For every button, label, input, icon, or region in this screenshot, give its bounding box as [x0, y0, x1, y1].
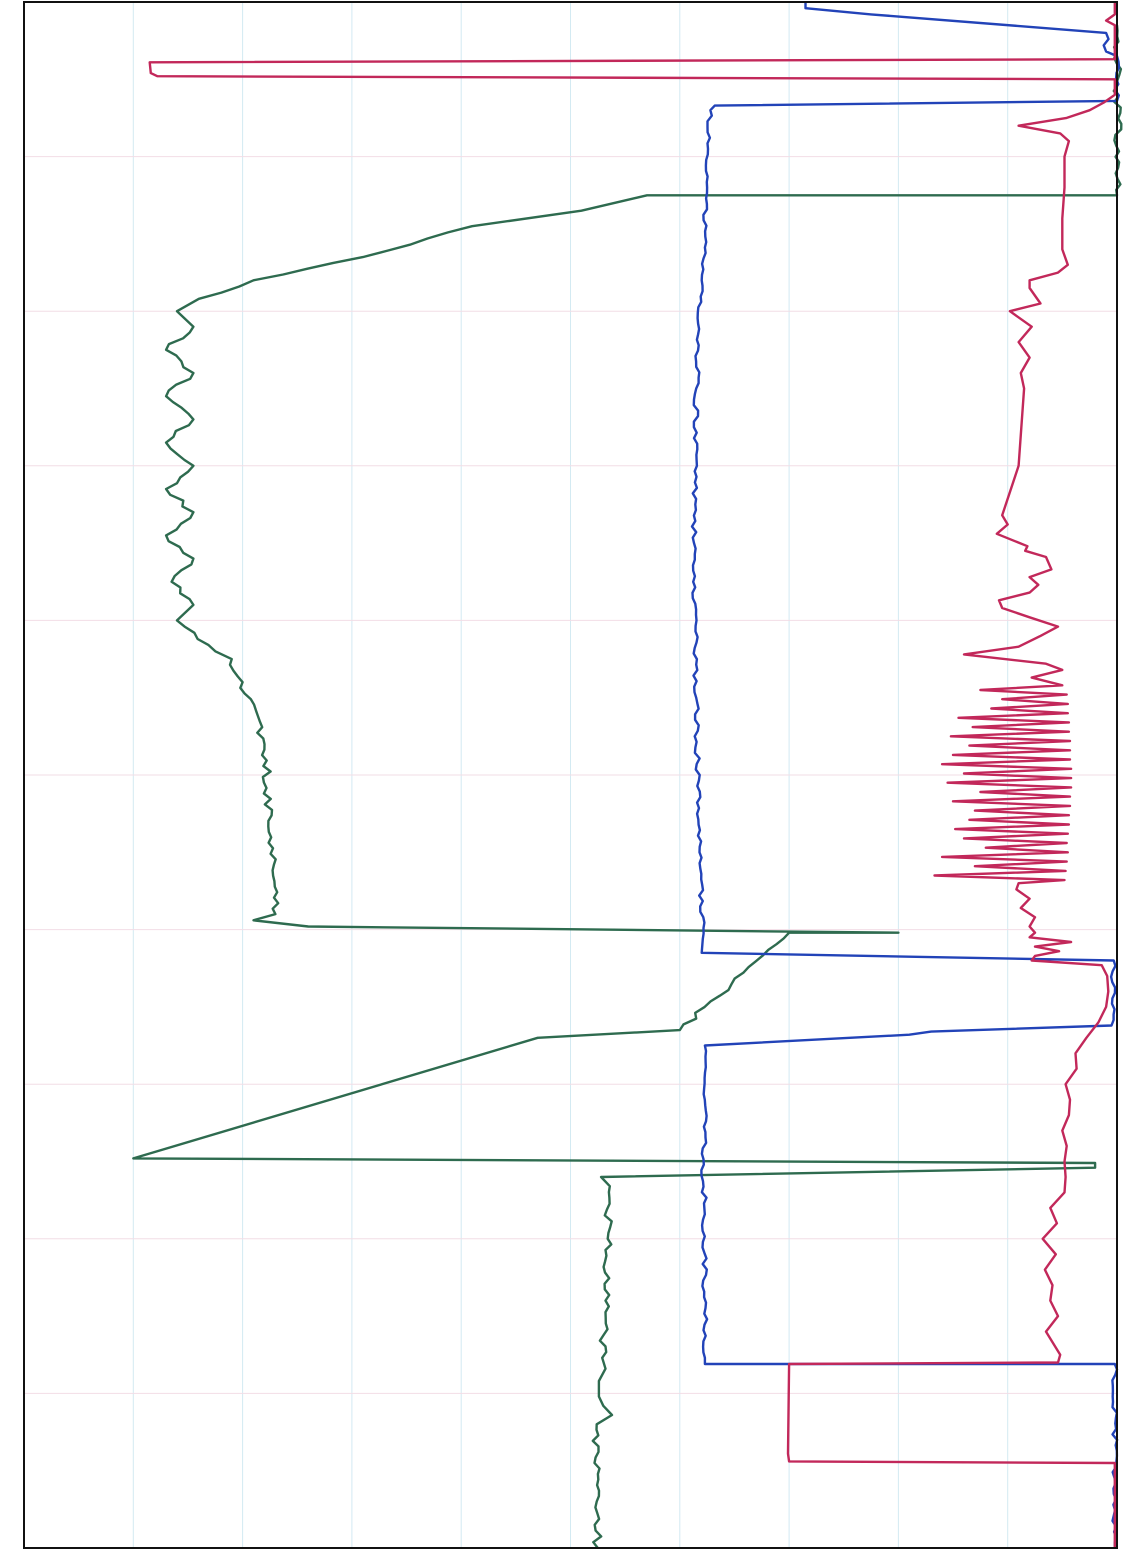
- series-lines: [132, 2, 1123, 1549]
- series-line-blue: [690, 2, 1121, 1548]
- grid-lines: [24, 2, 1117, 1548]
- plot-frame: [23, 1, 1118, 1549]
- series-line-green: [132, 25, 1123, 1549]
- series-line-red: [148, 2, 1116, 1548]
